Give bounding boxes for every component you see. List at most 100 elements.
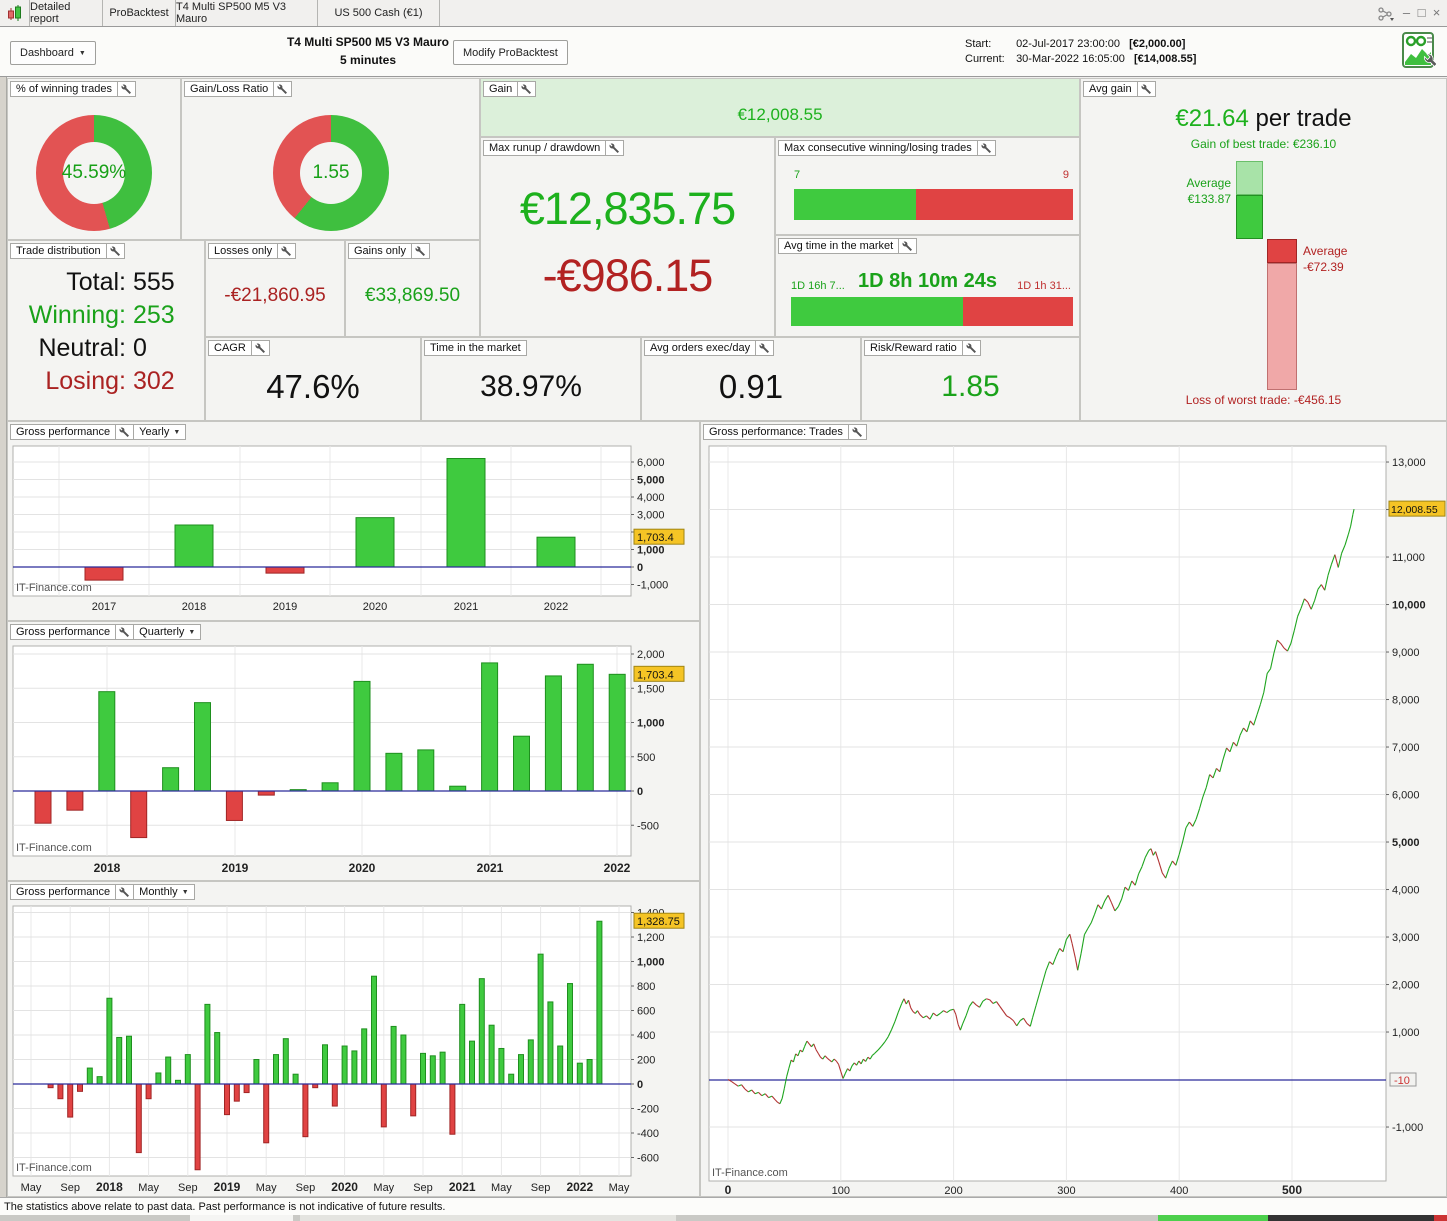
gain-loss-ratio-label: Gain/Loss Ratio [184, 81, 275, 97]
wrench-icon[interactable] [411, 243, 430, 259]
svg-text:100: 100 [832, 1185, 850, 1196]
tab-detailed-report[interactable]: Detailed report [30, 0, 103, 26]
svg-text:1,000: 1,000 [1392, 1027, 1420, 1039]
taskbar-item-red [1434, 1215, 1447, 1221]
svg-text:8,000: 8,000 [1392, 695, 1420, 707]
svg-text:May: May [21, 1182, 42, 1194]
wrench-icon[interactable] [899, 238, 918, 254]
svg-text:2020: 2020 [363, 601, 387, 613]
winning-trades-value: 45.59% [61, 162, 127, 183]
dashboard-dropdown[interactable]: Dashboard ▼ [10, 41, 96, 65]
taskbar-item-dark [1268, 1215, 1434, 1221]
avg-win-label: Average €133.87 [1186, 176, 1231, 206]
gain-loss-ratio-value: 1.55 [312, 162, 350, 183]
svg-text:-500: -500 [637, 820, 659, 832]
wrench-icon[interactable] [251, 340, 270, 356]
svg-text:7,000: 7,000 [1392, 742, 1420, 754]
avg-orders-label: Avg orders exec/day [644, 340, 757, 356]
wrench-icon[interactable] [606, 140, 625, 156]
winning-value: 253 [133, 301, 175, 329]
wrench-icon[interactable] [1137, 81, 1156, 97]
chevron-down-icon: ▼ [181, 888, 189, 896]
report-header: Dashboard ▼ T4 Multi SP500 M5 V3 Mauro 5… [0, 27, 1447, 77]
gains-only-value: €33,869.50 [364, 285, 461, 306]
svg-text:IT-Finance.com: IT-Finance.com [16, 842, 92, 854]
period-selector-yearly[interactable]: Yearly ▼ [134, 424, 187, 440]
svg-text:9,000: 9,000 [1392, 647, 1420, 659]
trade-distribution-label: Trade distribution [10, 243, 107, 259]
wrench-icon[interactable] [977, 140, 996, 156]
panel-gross-performance-trades: Gross performance: Trades 13,000 11,000 10… [700, 421, 1447, 1197]
period-selector-quarterly[interactable]: Quarterly ▼ [134, 624, 202, 640]
chart-settings-icon[interactable] [1402, 32, 1438, 73]
panel-max-runup-drawdown: Max runup / drawdown €12,835.75 -€986.15 [480, 137, 775, 337]
avg-gain-per-trade: €21.64 per trade [1081, 105, 1446, 133]
svg-text:0: 0 [637, 786, 643, 798]
max-consecutive-losing: 9 [1062, 169, 1069, 181]
close-button[interactable]: × [1432, 5, 1441, 20]
svg-text:4,000: 4,000 [1392, 885, 1420, 897]
equity-curve-chart: 13,000 11,000 10,000 9,000 8,000 7,000 6,000 5,… [708, 445, 1446, 1196]
gain-loss-ratio-donut: 1.55 [273, 115, 389, 231]
wrench-icon[interactable] [106, 243, 125, 259]
wrench-icon[interactable] [118, 81, 136, 97]
minimize-button[interactable]: – [1402, 5, 1411, 20]
modify-probacktest-button[interactable]: Modify ProBacktest [453, 40, 568, 65]
max-runup-drawdown-label: Max runup / drawdown [483, 140, 607, 156]
wrench-icon[interactable] [962, 340, 981, 356]
time-in-market-value: 38.97% [480, 370, 582, 403]
wrench-icon[interactable] [848, 424, 867, 440]
panel-avg-time-market: Avg time in the market 1D 16h 7... 1D 8h… [775, 235, 1080, 337]
svg-text:Sep: Sep [296, 1182, 316, 1194]
svg-text:0: 0 [637, 562, 643, 574]
losing-label: Losing: [45, 367, 126, 395]
tab-probacktest[interactable]: ProBacktest [103, 0, 176, 26]
wrench-icon[interactable] [278, 243, 297, 259]
svg-text:May: May [138, 1182, 159, 1194]
wrench-icon[interactable] [116, 624, 135, 640]
avg-win-bar [1236, 195, 1263, 239]
svg-text:5,000: 5,000 [637, 475, 665, 487]
svg-text:400: 400 [637, 1030, 655, 1042]
background-window-edge [0, 77, 7, 1215]
svg-text:2020: 2020 [331, 1180, 358, 1194]
gross-performance-label: Gross performance [10, 424, 117, 440]
svg-text:IT-Finance.com: IT-Finance.com [16, 1162, 92, 1174]
svg-text:2021: 2021 [477, 861, 504, 875]
svg-text:0: 0 [637, 1079, 643, 1091]
maximize-button[interactable]: □ [1417, 5, 1426, 20]
tab-instrument[interactable]: US 500 Cash (€1) [318, 0, 440, 26]
wrench-icon[interactable] [116, 884, 135, 900]
svg-text:Sep: Sep [531, 1182, 551, 1194]
wrench-icon[interactable] [756, 340, 775, 356]
svg-text:2021: 2021 [454, 601, 478, 613]
trade-distribution-table: Total: 555 Winning: 253 Neutral: 0 Losing: 3… [8, 267, 204, 397]
winning-trades-label: % of winning trades [10, 81, 118, 97]
panel-risk-reward: Risk/Reward ratio 1.85 [861, 337, 1080, 421]
worst-trade-bar [1267, 263, 1297, 390]
svg-text:12,008.55: 12,008.55 [1391, 504, 1438, 516]
strategy-timeframe: 5 minutes [339, 53, 396, 67]
svg-text:200: 200 [637, 1055, 655, 1067]
best-trade-line: Gain of best trade: €236.10 [1190, 137, 1337, 151]
wrench-icon[interactable] [274, 81, 293, 97]
svg-text:1,000: 1,000 [637, 718, 665, 730]
svg-text:1,328.75: 1,328.75 [637, 916, 680, 928]
avg-gain-value: €21.64 [1175, 105, 1249, 132]
svg-text:2019: 2019 [222, 861, 249, 875]
tab-strategy[interactable]: T4 Multi SP500 M5 V3 Mauro [176, 0, 318, 26]
wrench-icon[interactable] [518, 81, 537, 97]
wrench-icon[interactable] [116, 424, 135, 440]
svg-text:1,500: 1,500 [637, 683, 665, 695]
dashboard-dropdown-label: Dashboard [20, 47, 74, 59]
period-selector-monthly[interactable]: Monthly ▼ [134, 884, 195, 900]
share-icon[interactable] [1378, 7, 1394, 24]
losing-value: 302 [133, 367, 175, 395]
max-consecutive-bar [794, 189, 1073, 220]
taskbar-strip [0, 1215, 1447, 1221]
panel-gross-performance-quarterly: Gross performance Quarterly ▼ 2,000 1,500 1,… [7, 621, 700, 881]
panel-avg-orders: Avg orders exec/day 0.91 [641, 337, 861, 421]
svg-text:300: 300 [1057, 1185, 1075, 1196]
svg-text:2017: 2017 [92, 601, 116, 613]
